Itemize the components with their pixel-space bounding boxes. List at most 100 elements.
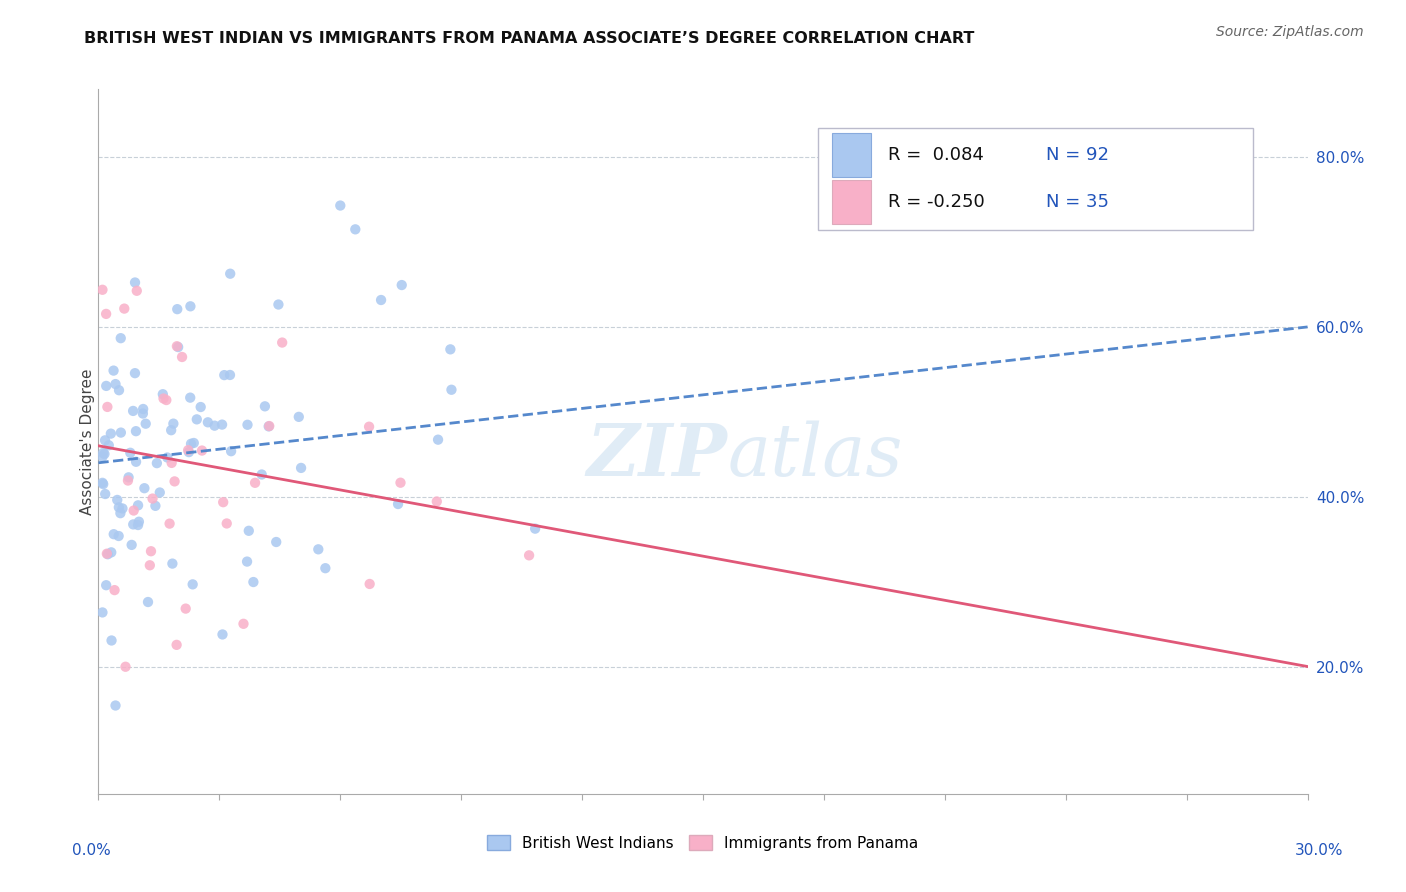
- Point: [97, 547, 120, 561]
- Point: [141, 491, 163, 506]
- Point: [180, 437, 202, 451]
- Point: [162, 417, 184, 431]
- Point: [391, 278, 413, 293]
- FancyBboxPatch shape: [832, 133, 872, 177]
- Text: 30.0%: 30.0%: [1295, 843, 1343, 858]
- Point: [238, 524, 260, 538]
- Point: [94, 487, 117, 501]
- Point: [288, 409, 311, 424]
- Point: [128, 515, 150, 529]
- Point: [359, 419, 381, 434]
- Point: [524, 522, 547, 536]
- Point: [125, 455, 148, 469]
- Point: [104, 698, 127, 713]
- Point: [125, 284, 148, 298]
- Point: [149, 485, 172, 500]
- Point: [257, 419, 280, 434]
- Point: [183, 436, 205, 450]
- Point: [197, 415, 219, 429]
- Point: [344, 222, 367, 236]
- Point: [307, 542, 329, 557]
- Point: [267, 297, 290, 311]
- Point: [96, 578, 118, 592]
- Text: Source: ZipAtlas.com: Source: ZipAtlas.com: [1216, 25, 1364, 39]
- Text: BRITISH WEST INDIAN VS IMMIGRANTS FROM PANAMA ASSOCIATE’S DEGREE CORRELATION CHA: BRITISH WEST INDIAN VS IMMIGRANTS FROM P…: [84, 31, 974, 46]
- Text: R = -0.250: R = -0.250: [889, 194, 984, 211]
- Point: [96, 547, 118, 561]
- Point: [232, 616, 254, 631]
- Legend: British West Indians, Immigrants from Panama: British West Indians, Immigrants from Pa…: [481, 829, 925, 856]
- Point: [179, 299, 201, 313]
- Point: [125, 424, 148, 438]
- Y-axis label: Associate's Degree: Associate's Degree: [80, 368, 94, 515]
- FancyBboxPatch shape: [832, 180, 872, 224]
- Text: N = 35: N = 35: [1046, 194, 1109, 211]
- Point: [166, 638, 188, 652]
- Point: [152, 392, 174, 406]
- Point: [91, 446, 114, 460]
- Point: [94, 307, 117, 321]
- Point: [117, 474, 139, 488]
- Point: [122, 404, 145, 418]
- Point: [264, 535, 287, 549]
- Point: [122, 517, 145, 532]
- Point: [156, 450, 179, 465]
- Point: [132, 407, 155, 421]
- Point: [236, 555, 259, 569]
- Point: [103, 363, 125, 377]
- Point: [97, 438, 120, 452]
- Point: [242, 575, 264, 590]
- Point: [166, 302, 188, 317]
- Point: [259, 419, 281, 434]
- Point: [177, 445, 200, 459]
- Text: 0.0%: 0.0%: [72, 843, 111, 858]
- Point: [190, 400, 212, 414]
- Point: [170, 350, 193, 364]
- Point: [389, 475, 412, 490]
- Point: [214, 368, 236, 383]
- Point: [122, 503, 145, 517]
- Point: [179, 391, 201, 405]
- Point: [167, 340, 190, 354]
- Point: [219, 368, 242, 382]
- Point: [96, 400, 118, 414]
- Point: [314, 561, 336, 575]
- Point: [162, 557, 184, 571]
- Point: [103, 527, 125, 541]
- Point: [103, 583, 125, 598]
- Point: [174, 601, 197, 615]
- Point: [211, 417, 233, 432]
- Point: [100, 633, 122, 648]
- Point: [215, 516, 238, 531]
- Point: [253, 400, 276, 414]
- Point: [204, 418, 226, 433]
- Point: [387, 497, 409, 511]
- Point: [427, 433, 450, 447]
- Point: [359, 577, 381, 591]
- Point: [110, 425, 132, 440]
- Point: [159, 516, 181, 531]
- Point: [146, 456, 169, 470]
- Point: [181, 577, 204, 591]
- Point: [91, 450, 114, 464]
- Point: [114, 659, 136, 673]
- Point: [271, 335, 294, 350]
- Point: [139, 544, 162, 558]
- Point: [100, 545, 122, 559]
- Point: [219, 267, 242, 281]
- Point: [250, 467, 273, 482]
- Point: [145, 499, 167, 513]
- Point: [163, 475, 186, 489]
- Point: [96, 379, 118, 393]
- Point: [211, 627, 233, 641]
- Point: [110, 331, 132, 345]
- Point: [160, 456, 183, 470]
- Point: [110, 506, 132, 520]
- Point: [105, 492, 128, 507]
- Text: N = 92: N = 92: [1046, 146, 1109, 164]
- Point: [124, 366, 146, 380]
- Point: [135, 417, 157, 431]
- Point: [139, 558, 162, 573]
- Point: [127, 499, 149, 513]
- FancyBboxPatch shape: [818, 128, 1253, 230]
